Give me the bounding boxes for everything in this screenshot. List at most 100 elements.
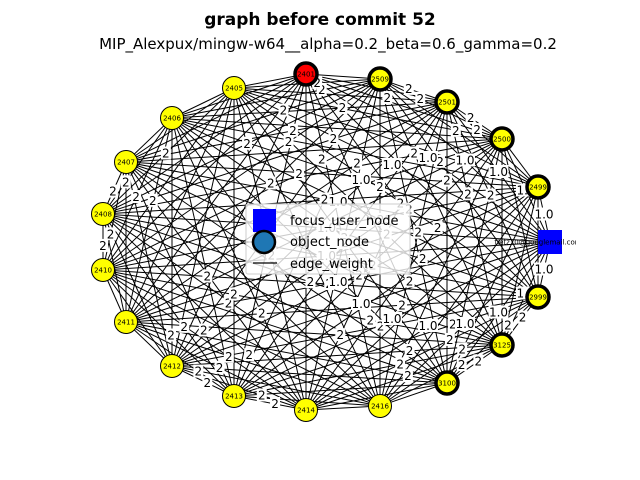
edge-weight-label: 2 bbox=[409, 146, 420, 160]
edge-weight-label: 2 bbox=[456, 358, 467, 372]
object-node-2408: 2408 bbox=[91, 202, 115, 226]
svg-text:2: 2 bbox=[434, 221, 442, 235]
object-node-2410: 2410 bbox=[91, 258, 115, 282]
user-edge-weight-label: 1.0 bbox=[418, 319, 438, 333]
edge-weight-label: 2 bbox=[402, 369, 413, 383]
svg-text:1.0: 1.0 bbox=[418, 151, 437, 165]
object-node-circle bbox=[368, 394, 392, 418]
graph-subtitle: MIP_Alexpux/mingw-w64__alpha=0.2_beta=0.… bbox=[99, 35, 557, 54]
svg-text:2: 2 bbox=[404, 369, 412, 383]
edge bbox=[102, 269, 448, 384]
object-node-circle bbox=[489, 126, 515, 152]
edge-weight-label: 2 bbox=[312, 75, 323, 90]
edge-weight-label: 2 bbox=[166, 328, 177, 343]
svg-text:2: 2 bbox=[446, 333, 454, 347]
object-node-label: 2412 bbox=[163, 363, 181, 371]
edge-weight-label: 2 bbox=[415, 91, 426, 106]
legend-object-label: object_node bbox=[290, 235, 369, 250]
edge-weight-label: 2 bbox=[316, 152, 327, 166]
svg-text:2: 2 bbox=[107, 227, 115, 241]
edge bbox=[102, 213, 381, 407]
edge-weight-label: 2 bbox=[404, 343, 415, 358]
edge bbox=[125, 296, 539, 323]
object-node-circle bbox=[525, 174, 551, 200]
svg-text:2: 2 bbox=[398, 298, 406, 312]
focus-user-label: ktietz70@googlemail.com bbox=[490, 239, 581, 247]
edge-weight-label: 2 bbox=[202, 269, 213, 283]
edge bbox=[171, 117, 539, 188]
edge-weight-label: 2 bbox=[447, 317, 458, 332]
edge-weight-label: 2 bbox=[319, 192, 330, 206]
edge bbox=[171, 365, 381, 407]
user-edge-weight-label: 1.0 bbox=[328, 275, 348, 289]
svg-text:2: 2 bbox=[295, 167, 303, 181]
edge-weight-label: 2 bbox=[256, 388, 267, 402]
object-node-circle bbox=[222, 384, 246, 408]
edge bbox=[446, 101, 503, 346]
svg-text:1.0: 1.0 bbox=[382, 312, 401, 326]
object-node-label: 2499 bbox=[529, 184, 547, 192]
edge-weight-label: 2 bbox=[131, 190, 142, 204]
user-edge-weight-label: 1.0 bbox=[351, 173, 371, 187]
object-node-circle bbox=[489, 332, 515, 358]
object-node-circle bbox=[222, 76, 246, 100]
object-node-circle bbox=[525, 284, 551, 310]
graph-title: graph before commit 52 bbox=[204, 10, 436, 30]
edge-weight-label: 2 bbox=[444, 332, 455, 347]
edge-weight-label: 2 bbox=[404, 274, 415, 288]
edge bbox=[171, 78, 381, 119]
user-edge-weight-label: 1.0 bbox=[455, 317, 475, 331]
svg-text:2: 2 bbox=[195, 365, 203, 379]
object-node-2414: 2414 bbox=[294, 398, 318, 422]
svg-text:2: 2 bbox=[449, 318, 457, 332]
svg-text:2: 2 bbox=[200, 323, 208, 337]
svg-text:2: 2 bbox=[307, 275, 315, 289]
svg-text:1.0: 1.0 bbox=[418, 319, 437, 333]
object-node-2412: 2412 bbox=[160, 354, 184, 378]
svg-text:2: 2 bbox=[406, 274, 414, 288]
svg-text:2: 2 bbox=[167, 329, 175, 343]
edge-weight-label: 2 bbox=[472, 123, 483, 137]
user-edge-weight-label: 1.0 bbox=[534, 262, 554, 277]
svg-text:2: 2 bbox=[289, 124, 297, 138]
edge bbox=[171, 101, 448, 119]
svg-text:2: 2 bbox=[204, 376, 212, 390]
edge-weight-label: 2 bbox=[413, 225, 424, 240]
user-edge-weight-label: 1.0 bbox=[382, 312, 402, 326]
edge-weight-label: 2 bbox=[229, 287, 239, 301]
svg-text:2: 2 bbox=[504, 318, 512, 332]
svg-text:2: 2 bbox=[367, 313, 375, 327]
svg-text:2: 2 bbox=[355, 268, 363, 282]
svg-text:2: 2 bbox=[318, 152, 326, 166]
object-node-label: 2999 bbox=[529, 294, 547, 302]
edge bbox=[125, 138, 503, 163]
user-edge-weight-label: 1.0 bbox=[534, 207, 554, 222]
legend-object-swatch bbox=[251, 229, 277, 255]
object-node-circle bbox=[160, 354, 184, 378]
edge-weight-label: 2 bbox=[365, 313, 376, 327]
svg-text:2: 2 bbox=[225, 350, 233, 364]
edge-weight-label: 2 bbox=[403, 81, 414, 96]
edge-weight-label: 2 bbox=[417, 252, 428, 266]
svg-text:2: 2 bbox=[376, 180, 384, 194]
svg-text:2: 2 bbox=[313, 76, 321, 90]
svg-text:2: 2 bbox=[353, 157, 361, 171]
edge-weight-label: 2 bbox=[193, 364, 204, 379]
object-node-circle bbox=[293, 61, 319, 87]
edge bbox=[102, 117, 173, 215]
edge-weight-label: 2 bbox=[462, 187, 473, 201]
object-node-label: 2500 bbox=[493, 136, 511, 144]
object-node-label: 2413 bbox=[225, 393, 243, 401]
object-node-2401: 2401 bbox=[293, 61, 319, 87]
edge bbox=[125, 78, 381, 323]
svg-text:2: 2 bbox=[149, 194, 157, 208]
node-layer: 2401 2509 2501 2500 2499 2999 3125 3100 2416 2414… bbox=[91, 61, 581, 422]
object-node-2411: 2411 bbox=[114, 310, 138, 334]
svg-text:2: 2 bbox=[230, 287, 238, 301]
object-node-label: 2401 bbox=[297, 71, 315, 79]
edge bbox=[233, 296, 539, 397]
edge-weight-label: 2 bbox=[147, 193, 158, 208]
svg-text:2: 2 bbox=[519, 311, 527, 325]
svg-text:2: 2 bbox=[267, 176, 275, 190]
svg-text:2: 2 bbox=[475, 354, 483, 368]
